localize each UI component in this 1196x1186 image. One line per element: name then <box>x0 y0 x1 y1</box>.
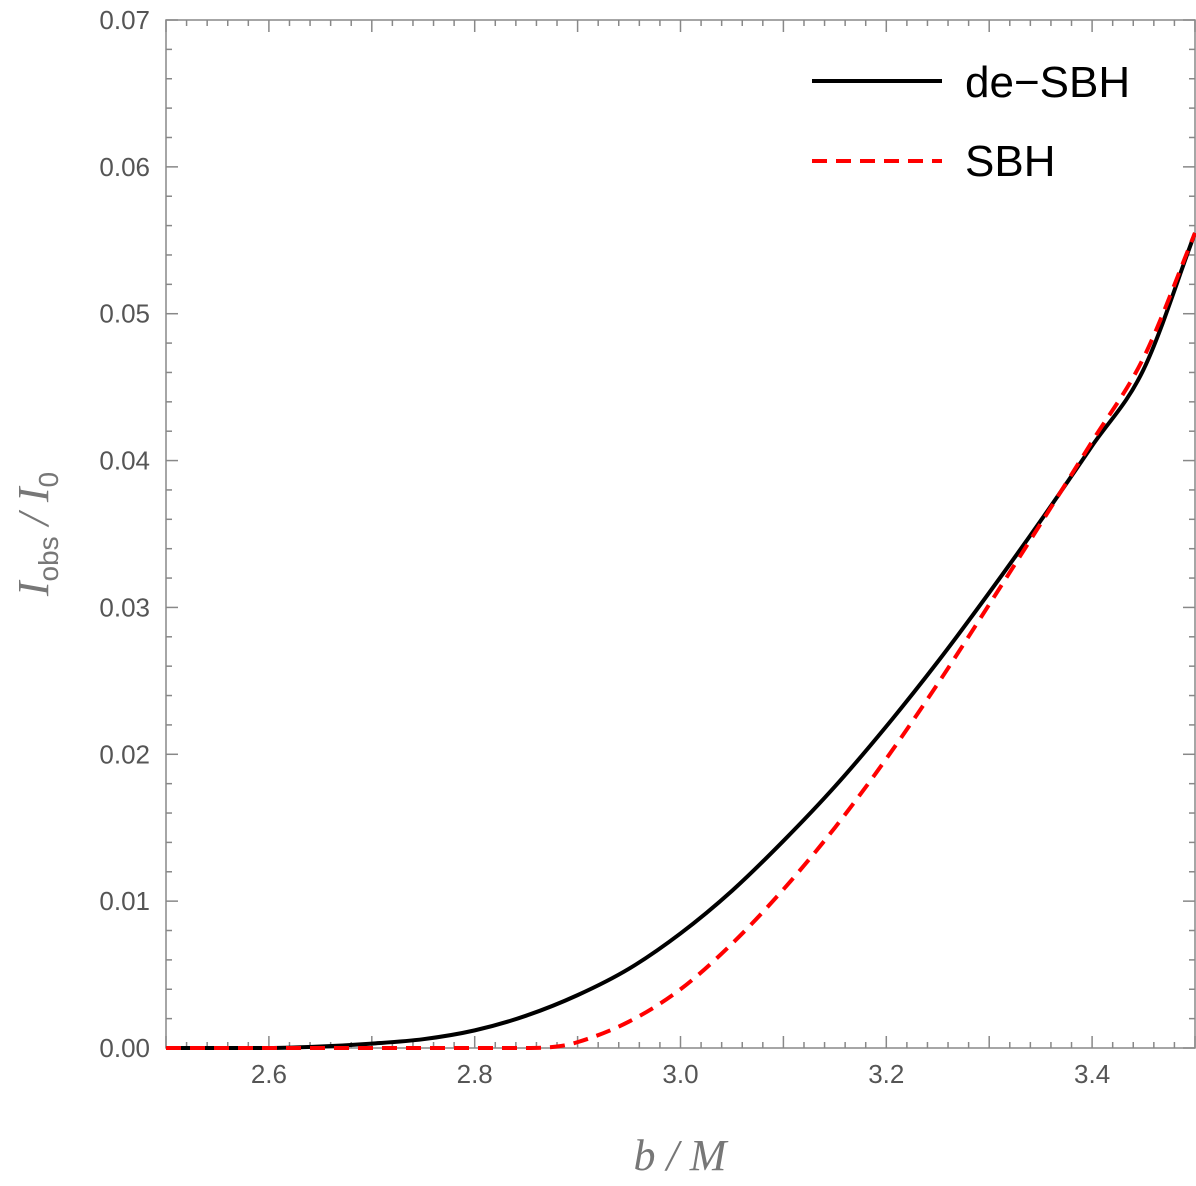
x-tick-label: 2.6 <box>251 1059 287 1089</box>
legend-label-desbh: de−SBH <box>965 58 1130 107</box>
y-tick-label: 0.05 <box>99 299 150 329</box>
y-tick-label: 0.06 <box>99 152 150 182</box>
ticks <box>165 19 1196 1049</box>
legend: de−SBH SBH <box>812 58 1130 186</box>
tick-labels: 2.6 2.8 3.0 3.2 3.4 0.00 0.01 0.02 0.03 0.04 0.05 0… <box>99 5 1110 1089</box>
y-tick-label: 0.03 <box>99 592 150 622</box>
x-tick-label: 3.4 <box>1074 1059 1110 1089</box>
x-tick-label: 3.2 <box>868 1059 904 1089</box>
x-tick-label: 3.0 <box>662 1059 698 1089</box>
x-tick-label: 2.8 <box>457 1059 493 1089</box>
y-tick-label: 0.04 <box>99 446 150 476</box>
x-axis-title: b / M <box>634 1131 729 1180</box>
y-tick-label: 0.01 <box>99 886 150 916</box>
y-axis-title: Iobs / I0 <box>9 472 64 597</box>
series-line-desbh <box>166 232 1196 1050</box>
series-line-sbh <box>166 232 1196 1050</box>
series <box>166 232 1196 1050</box>
y-tick-label: 0.02 <box>99 739 150 769</box>
y-tick-label: 0.07 <box>99 5 150 35</box>
legend-label-sbh: SBH <box>965 137 1055 186</box>
y-tick-label: 0.00 <box>99 1033 150 1063</box>
